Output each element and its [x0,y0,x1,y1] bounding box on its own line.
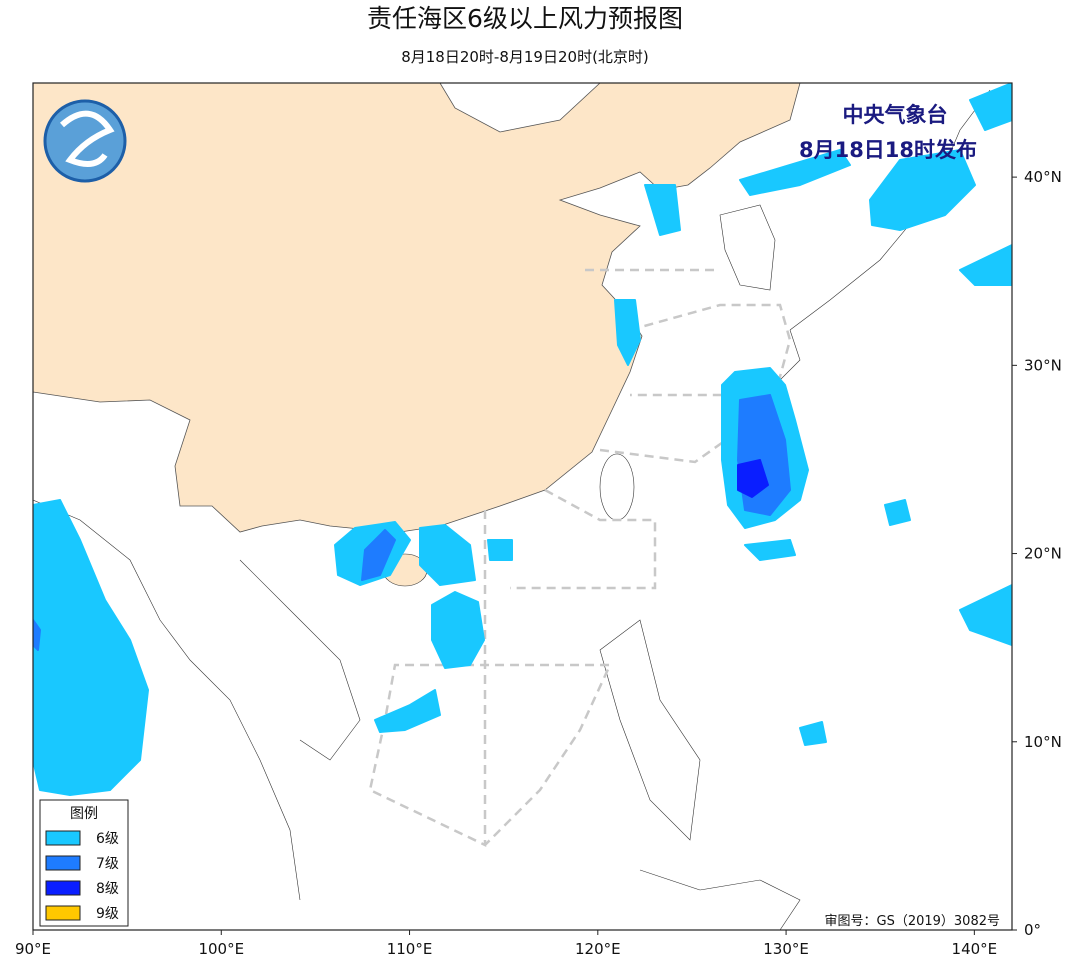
wind-area [431,591,485,669]
y-tick-label: 40°N [1024,168,1062,186]
wind-area [799,721,827,746]
x-tick-label: 140°E [952,940,998,958]
boundary-lines [368,268,792,847]
x-tick-label: 120°E [575,940,621,958]
issuer-name: 中央气象台 [843,103,948,127]
wind-area [644,184,681,236]
wind-area [744,539,796,561]
logo-mark [60,110,115,167]
wind-area [884,499,911,526]
map-body [33,83,1012,930]
legend-label: 6级 [96,831,119,847]
legend-label: 7级 [96,856,119,872]
wind-area [614,299,641,366]
legend-swatch [45,855,81,871]
y-tick-label: 0° [1024,921,1041,939]
wind-area [959,244,1012,286]
subtitle: 8月18日20时-8月19日20时(北京时) [401,48,649,66]
wind-area [487,539,513,561]
legend: 图例 6级 7级 8级 9级 [39,799,129,927]
wind-area [739,149,851,196]
legend-label: 8级 [96,881,119,897]
x-tick-label: 110°E [387,940,433,958]
wind-area [374,689,441,733]
axis-ticks: 90°E 100°E 110°E 120°E 130°E 140°E 0° 10°N 20°N 3… [15,168,1062,958]
wind-area [33,619,41,651]
wind-area [419,524,476,586]
y-tick-label: 10°N [1024,733,1062,751]
legend-swatch [45,905,81,921]
x-tick-label: 100°E [198,940,244,958]
map-frame [32,82,1013,931]
wind-areas [33,83,1012,796]
review-number: 审图号：GS（2019）3082号 [825,914,1001,929]
wind-area [959,584,1012,646]
x-tick-label: 130°E [763,940,809,958]
wind-area [33,499,149,796]
wind-area [869,149,976,231]
legend-swatch [45,880,81,896]
legend-label: 9级 [96,906,119,922]
legend-swatch [45,830,81,846]
wind-area [737,459,769,498]
y-tick-label: 20°N [1024,545,1062,563]
china-land [33,83,801,533]
x-tick-label: 90°E [15,940,51,958]
wind-area [969,83,1012,131]
title: 责任海区6级以上风力预报图 [367,4,683,33]
issue-time: 8月18日18时发布 [799,138,977,162]
legend-title: 图例 [70,806,98,822]
wind-area [361,529,396,581]
y-tick-label: 30°N [1024,356,1062,374]
